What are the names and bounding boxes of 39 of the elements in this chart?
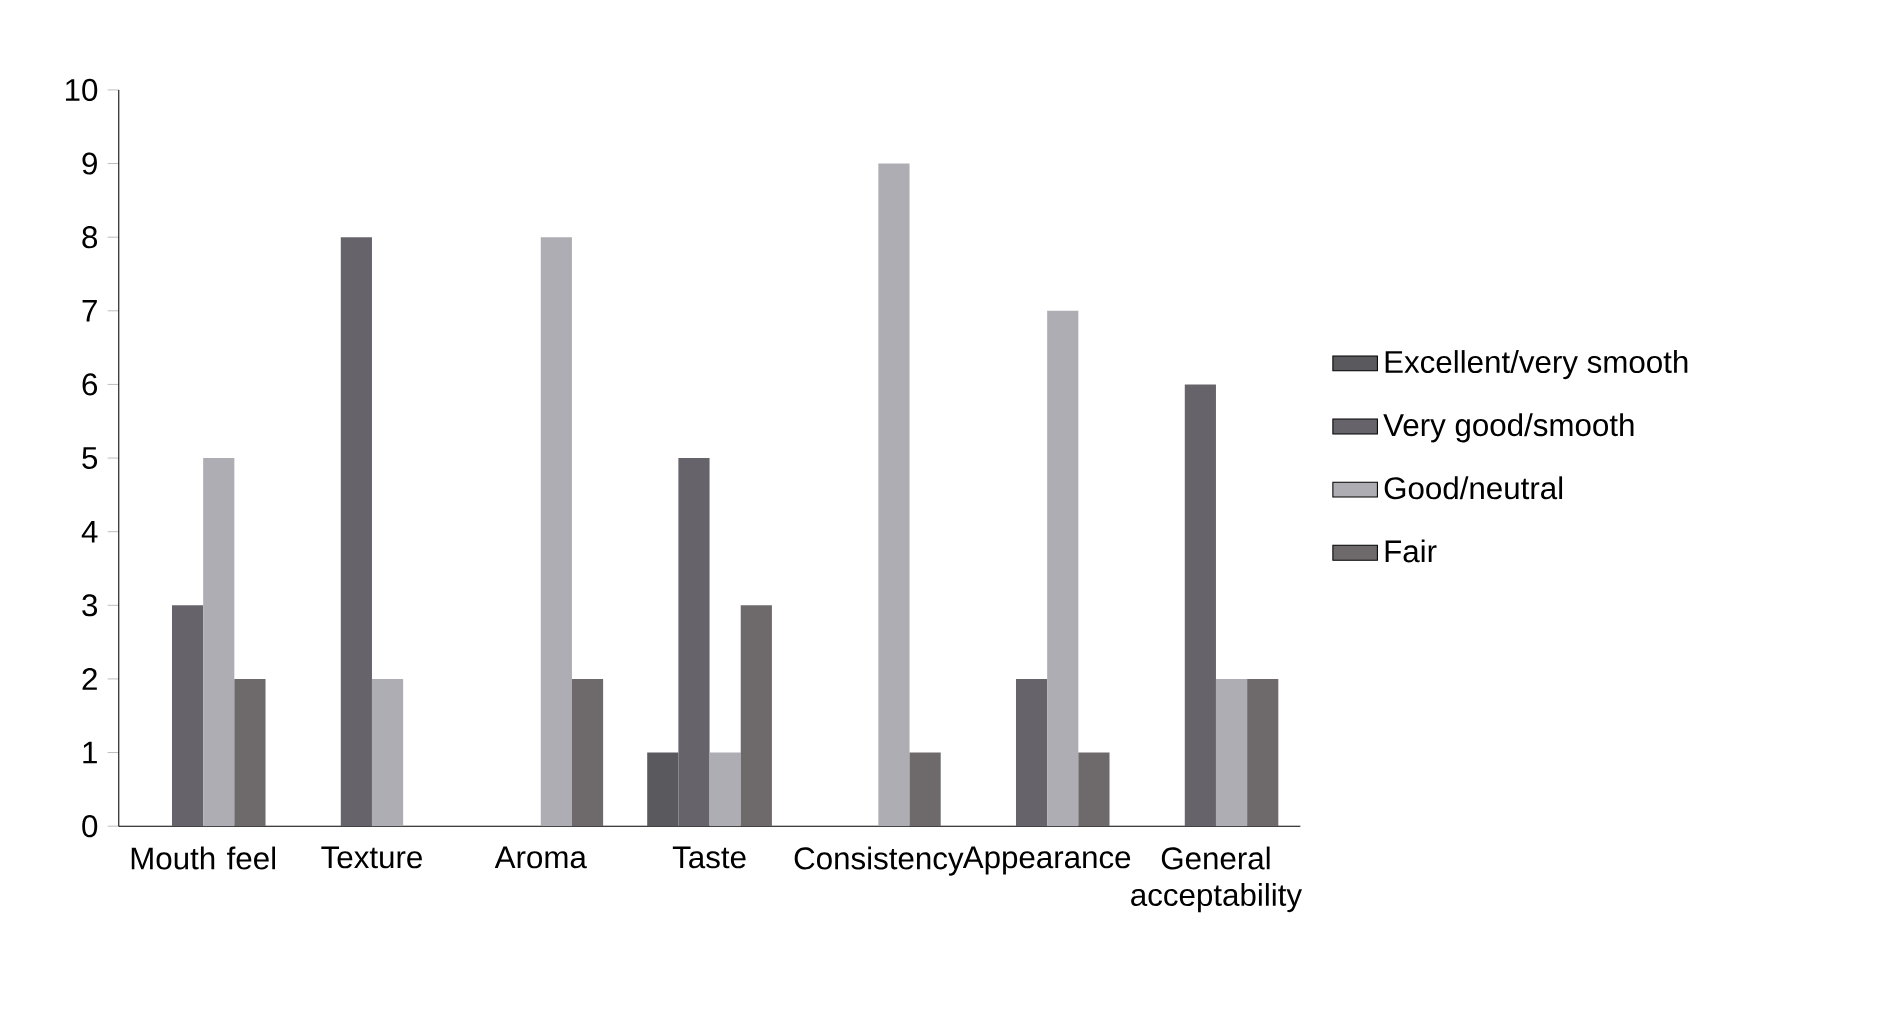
y-tick-label: 9 — [82, 152, 97, 175]
y-tick-label: 3 — [82, 594, 98, 617]
bar — [571, 678, 604, 827]
y-tick-label: 10 — [65, 78, 98, 101]
bar — [909, 752, 941, 827]
bar — [340, 237, 372, 827]
bar — [709, 752, 741, 827]
y-tick-label: 8 — [82, 226, 98, 249]
bar — [171, 605, 204, 827]
y-tick-label: 2 — [82, 668, 97, 690]
x-tick-label: General acceptability — [1131, 846, 1302, 913]
x-tick-label: Aroma — [494, 846, 587, 869]
y-tick-label: 4 — [81, 520, 98, 543]
legend-label: Good/neutral — [1384, 476, 1563, 500]
x-tick-label: Taste — [672, 846, 746, 869]
bar — [878, 163, 910, 827]
legend-label: Very good/smooth — [1383, 413, 1634, 443]
x-tick-label: Texture — [321, 846, 422, 869]
bar — [1047, 310, 1079, 827]
y-tick-label: 0 — [82, 815, 98, 838]
bar — [1215, 678, 1248, 827]
x-tick-label: Mouth feel — [131, 846, 276, 870]
y-tick-label: 5 — [82, 447, 98, 469]
x-tick-label: Consistency — [794, 846, 964, 876]
bar — [740, 605, 772, 827]
bar — [234, 678, 266, 827]
legend-label: Excellent/very smooth — [1385, 350, 1688, 380]
bar — [1184, 384, 1216, 827]
y-tick-label: 1 — [83, 741, 97, 764]
bar — [371, 678, 404, 827]
bar — [1015, 678, 1048, 827]
x-tick-label: Appearance — [962, 846, 1131, 875]
y-tick-label: 7 — [82, 300, 97, 322]
bar — [1078, 752, 1110, 827]
bar — [540, 237, 572, 827]
y-tick-label: 6 — [82, 373, 98, 396]
bar — [203, 458, 235, 827]
legend-label: Fair — [1385, 539, 1437, 563]
bar — [1247, 678, 1279, 827]
